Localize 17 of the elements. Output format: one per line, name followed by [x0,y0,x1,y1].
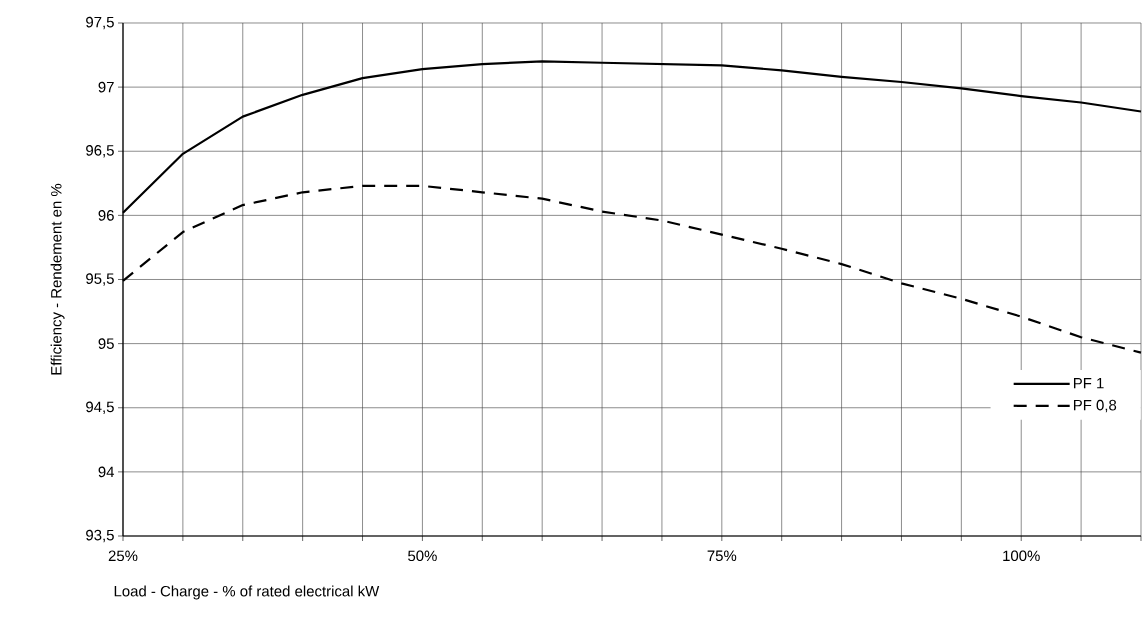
y-tick-label: 94,5 [86,401,114,414]
y-tick-label: 96 [98,210,114,221]
x-axis-title: Load - Charge - % of rated electrical kW [114,585,380,600]
y-tick-label: 95 [98,338,114,349]
y-tick-label: 94 [98,466,115,478]
y-tick-label: 95,5 [86,273,114,286]
y-tick-label: 96,5 [86,145,114,158]
legend-label: PF 1 [1073,378,1104,389]
x-tick-label: 75% [707,550,737,562]
legend-label: PF 0,8 [1073,399,1117,413]
x-tick-label: 100% [1003,550,1040,562]
y-tick-label: 97,5 [86,16,114,30]
y-tick-label: 97 [98,81,114,93]
y-tick-label: 93,5 [86,529,114,543]
x-tick-label: 25% [108,550,138,562]
x-tick-label: 50% [408,550,437,562]
y-axis-title: Efficiency - Rendement en % [50,183,65,375]
